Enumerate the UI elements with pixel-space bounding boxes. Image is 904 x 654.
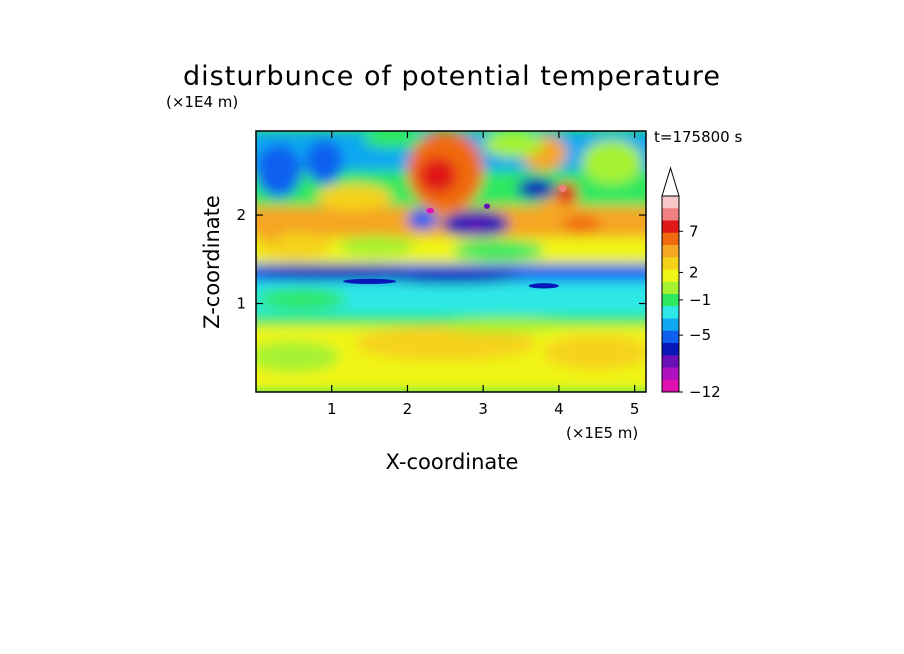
field-blob bbox=[483, 131, 544, 158]
field-blob bbox=[452, 239, 544, 262]
colorbar-swatch bbox=[662, 232, 679, 246]
colorbar-swatch bbox=[662, 294, 679, 307]
colorbar-label: −12 bbox=[689, 383, 721, 401]
field-blob bbox=[256, 288, 347, 310]
y-tick-label: 2 bbox=[236, 206, 246, 224]
colorbar-swatch bbox=[662, 330, 679, 344]
colorbar: 7 2 −1 −5 −12 bbox=[661, 166, 721, 401]
field-blob bbox=[316, 184, 393, 211]
colorbar-label: −5 bbox=[689, 326, 711, 344]
colorbar-swatch bbox=[662, 367, 679, 381]
colorbar-label: 7 bbox=[689, 222, 699, 240]
colorbar-swatch bbox=[662, 257, 679, 270]
field-blob bbox=[407, 208, 438, 231]
field-blob bbox=[384, 269, 522, 285]
field-blob bbox=[256, 206, 287, 242]
x-tick-label: 5 bbox=[630, 400, 640, 418]
field-blob bbox=[324, 291, 567, 313]
field-blob bbox=[464, 221, 487, 236]
field-blob bbox=[256, 340, 340, 373]
field-blob bbox=[604, 237, 646, 264]
plot-frame bbox=[255, 130, 647, 393]
field-band bbox=[256, 314, 646, 326]
colorbar-swatch bbox=[662, 306, 679, 319]
field-blob bbox=[339, 235, 416, 257]
field-feature bbox=[426, 207, 434, 214]
field-blob bbox=[256, 144, 302, 198]
field-blob bbox=[256, 265, 408, 280]
field-blob bbox=[305, 139, 344, 185]
x-tick-label: 1 bbox=[327, 400, 337, 418]
heatmap-field bbox=[256, 131, 646, 392]
colorbar-swatch bbox=[662, 220, 679, 234]
colorbar-swatch bbox=[662, 281, 679, 295]
colorbar-swatch bbox=[662, 355, 679, 368]
field-blob bbox=[543, 334, 646, 370]
field-blob bbox=[418, 157, 457, 193]
y-ticks: 12 bbox=[236, 206, 646, 313]
x-tick-label: 3 bbox=[478, 400, 488, 418]
time-label: t=175800 s bbox=[654, 128, 742, 146]
colorbar-swatch bbox=[662, 269, 679, 283]
field-blob bbox=[555, 182, 578, 204]
y-scale-label: (×1E4 m) bbox=[166, 93, 238, 111]
x-tick-label: 2 bbox=[403, 400, 413, 418]
field-blob bbox=[562, 215, 601, 233]
field-feature bbox=[528, 283, 559, 289]
field-blob bbox=[581, 139, 643, 185]
field-feature bbox=[343, 278, 397, 285]
field-blob bbox=[521, 264, 643, 281]
colorbar-swatch bbox=[662, 208, 679, 221]
colorbar-extend-arrow bbox=[661, 166, 680, 197]
field-blob bbox=[362, 131, 423, 149]
colorbar-swatch bbox=[662, 318, 679, 332]
field-blob bbox=[354, 325, 537, 362]
x-axis-label: X-coordinate bbox=[386, 450, 519, 474]
colorbar-label: 2 bbox=[689, 263, 699, 281]
colorbar-swatch bbox=[662, 379, 679, 393]
colorbar-label: −1 bbox=[689, 291, 711, 309]
field-feature bbox=[558, 184, 567, 193]
colorbar-swatch bbox=[662, 196, 679, 209]
chart-title: disturbunce of potential temperature bbox=[183, 61, 721, 92]
field-blob bbox=[445, 318, 567, 333]
y-axis-label: Z-coordinate bbox=[200, 195, 224, 329]
colorbar-swatch bbox=[662, 343, 679, 356]
x-scale-label: (×1E5 m) bbox=[566, 424, 638, 442]
y-tick-label: 1 bbox=[236, 295, 246, 313]
x-ticks: 1 2 3 4 5 bbox=[327, 131, 639, 418]
field-feature bbox=[483, 203, 491, 209]
colorbar-swatch bbox=[662, 245, 679, 258]
field-blob bbox=[517, 177, 556, 200]
x-tick-label: 4 bbox=[554, 400, 564, 418]
